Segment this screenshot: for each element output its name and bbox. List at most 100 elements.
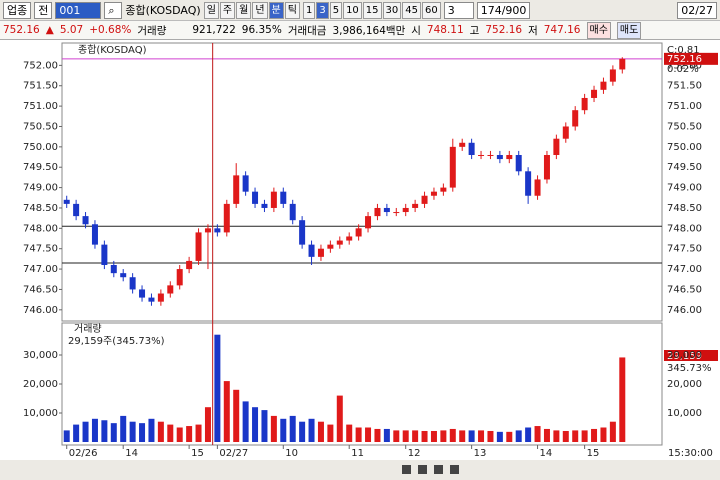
- candle-body: [534, 179, 541, 196]
- mode-select[interactable]: 전: [34, 1, 53, 19]
- candle-body: [468, 142, 475, 155]
- amount: 3,986,164백만: [332, 24, 406, 37]
- volume-label: 거래량: [137, 24, 167, 37]
- interval-tab[interactable]: 15: [362, 1, 382, 19]
- count-input[interactable]: 174/900: [476, 1, 531, 19]
- last-price-badge: [664, 52, 718, 65]
- y-tick-label-right: 750.50: [667, 121, 702, 132]
- y-tick-label: 749.50: [23, 162, 58, 173]
- period-tab[interactable]: 년: [252, 1, 268, 19]
- buy-button[interactable]: 매수: [586, 21, 611, 39]
- volume-bar: [204, 407, 211, 442]
- volume-title: 거래량: [74, 323, 102, 335]
- volume-bar: [365, 427, 372, 442]
- y-tick-label-right: 746.50: [667, 284, 702, 295]
- volume-bar: [374, 428, 381, 442]
- volume-bar: [619, 357, 626, 442]
- interval-tab[interactable]: 10: [343, 1, 362, 19]
- y-tick-label-right: 749.00: [667, 183, 702, 194]
- y-tick-label-right: 751.00: [667, 101, 702, 112]
- y-tick-label-right: 749.50: [667, 162, 702, 173]
- y-tick-label: 750.00: [23, 142, 58, 153]
- interval-input[interactable]: 3: [443, 1, 474, 19]
- candle-body: [430, 191, 437, 196]
- volume-bar: [430, 430, 437, 442]
- scroll-start[interactable]: [434, 465, 443, 474]
- volume-bar: [110, 423, 117, 442]
- zoom-out[interactable]: [418, 465, 427, 474]
- arrow: ▲: [45, 24, 54, 36]
- y-tick-label: 749.00: [23, 183, 58, 194]
- volume-bar: [242, 401, 249, 442]
- sell-button[interactable]: 매도: [616, 21, 642, 39]
- candle-body: [101, 244, 108, 265]
- candle-body: [346, 236, 353, 241]
- y-tick-label-right: 750.00: [667, 142, 702, 153]
- candle-body: [299, 220, 306, 245]
- volume-bar: [336, 395, 343, 442]
- interval-tab[interactable]: 30: [382, 1, 402, 19]
- y-tick-label: 752.00: [23, 60, 58, 71]
- volume-bar: [355, 427, 362, 442]
- volume-bar: [91, 418, 98, 442]
- candle-body: [139, 289, 146, 298]
- date-input[interactable]: 02/27: [677, 1, 717, 19]
- x-tick-label: 13: [474, 448, 487, 459]
- volume-bar: [393, 430, 400, 442]
- x-tick-label: 14: [125, 448, 138, 459]
- search-button[interactable]: ⌕: [104, 1, 123, 19]
- volume-bar: [506, 431, 513, 442]
- candle-body: [270, 191, 277, 208]
- y-tick-label: 746.50: [23, 284, 58, 295]
- market-select[interactable]: 업종: [3, 1, 32, 19]
- candle-body: [120, 273, 127, 278]
- open-label: 시: [411, 24, 421, 37]
- volume-bar: [402, 430, 409, 442]
- scroll-end[interactable]: [450, 465, 459, 474]
- interval-tab[interactable]: 45: [402, 1, 421, 19]
- volume-bar: [534, 426, 541, 442]
- y-tick-label-right: 748.00: [667, 223, 702, 234]
- period-tab[interactable]: 분: [268, 1, 284, 19]
- candle-body: [478, 155, 485, 156]
- amount-label: 거래대금: [287, 24, 327, 37]
- volume-bar: [478, 430, 485, 442]
- y-tick-label-right: 747.00: [667, 264, 702, 275]
- volume-bar: [383, 428, 390, 442]
- volume-bar: [148, 418, 155, 442]
- volume-bar: [562, 430, 569, 442]
- v-tick-label-right: 10,000: [667, 408, 702, 419]
- interval-tab[interactable]: 3: [316, 1, 329, 19]
- candle-body: [449, 146, 456, 188]
- period-tab[interactable]: 일: [203, 1, 219, 19]
- x-tick-label: 14: [540, 448, 553, 459]
- last-pct: 0.02%: [667, 64, 699, 75]
- volume-bar: [440, 430, 447, 442]
- volume-summary: 29,159주(345.73%): [68, 336, 165, 347]
- volume-bar: [101, 420, 108, 442]
- candle-body: [525, 171, 532, 196]
- y-tick-label: 746.00: [23, 305, 58, 316]
- last-price-label: 752.16: [667, 54, 702, 65]
- volume-bar: [261, 410, 268, 442]
- pane-title: 종합(KOSDAQ): [78, 44, 147, 56]
- period-tab[interactable]: 월: [236, 1, 252, 19]
- candle-body: [591, 89, 598, 98]
- x-tick-label: 15: [587, 448, 600, 459]
- candle-body: [581, 97, 588, 111]
- candle-body: [195, 232, 202, 261]
- interval-tabs: 1 3 5 10 15 30 45 60: [302, 1, 441, 19]
- zoom-in[interactable]: [402, 465, 411, 474]
- time-label: 15:30:00: [668, 448, 713, 459]
- info-bar: 752.16 ▲ 5.07 +0.68% 거래량 921,722 96.35% …: [0, 21, 720, 40]
- period-tab[interactable]: 틱: [284, 1, 300, 19]
- interval-tab[interactable]: 5: [329, 1, 343, 19]
- code-input[interactable]: 001: [55, 1, 102, 19]
- interval-tab[interactable]: 1: [302, 1, 316, 19]
- y-tick-label: 747.00: [23, 264, 58, 275]
- volume-bar: [195, 424, 202, 442]
- interval-tab[interactable]: 60: [422, 1, 441, 19]
- period-tab[interactable]: 주: [219, 1, 236, 19]
- candle-body: [63, 199, 70, 204]
- volume-ratio: 96.35%: [241, 24, 282, 36]
